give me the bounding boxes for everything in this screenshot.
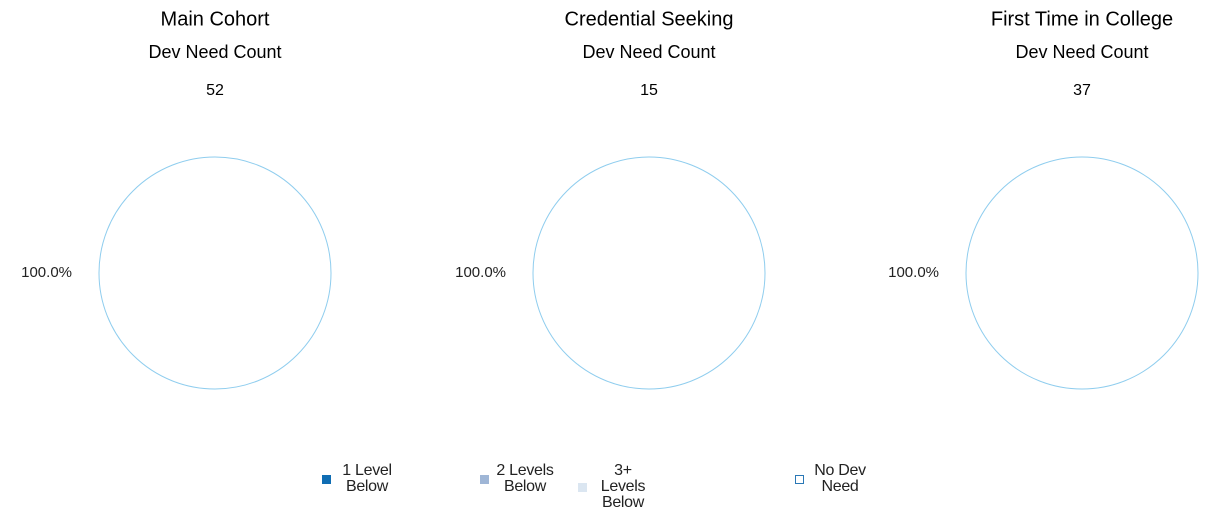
legend-label: 2 Levels Below: [496, 462, 554, 495]
legend-item: 2 Levels Below: [480, 463, 557, 495]
legend-swatch: [578, 482, 587, 492]
count-label: 52: [206, 82, 224, 99]
count-label: 37: [1073, 82, 1091, 99]
legend-item: 3+ Levels Below: [578, 463, 655, 511]
legend-item: 1 Level Below: [322, 463, 399, 495]
legend-swatch: [795, 474, 804, 484]
legend-swatch: [480, 474, 489, 484]
data-label: 100.0%: [888, 264, 939, 281]
legend-item: No Dev Need: [795, 463, 872, 495]
legend-label: 1 Level Below: [342, 462, 392, 495]
pie-slice: [532, 156, 766, 390]
chart-subtitle: Dev Need Count: [148, 42, 281, 62]
legend-label: 3+ Levels Below: [600, 462, 646, 511]
chart-title: Credential Seeking: [565, 8, 734, 30]
legend-label: No Dev Need: [814, 462, 866, 495]
chart-title: Main Cohort: [161, 8, 270, 30]
chart-title: First Time in College: [991, 8, 1173, 30]
data-label: 100.0%: [21, 264, 72, 281]
chart-subtitle: Dev Need Count: [1015, 42, 1148, 62]
legend-swatch: [322, 474, 331, 484]
chart-subtitle: Dev Need Count: [582, 42, 715, 62]
pie-slice: [965, 156, 1199, 390]
data-label: 100.0%: [455, 264, 506, 281]
pie-slice: [98, 156, 332, 390]
count-label: 15: [640, 82, 658, 99]
